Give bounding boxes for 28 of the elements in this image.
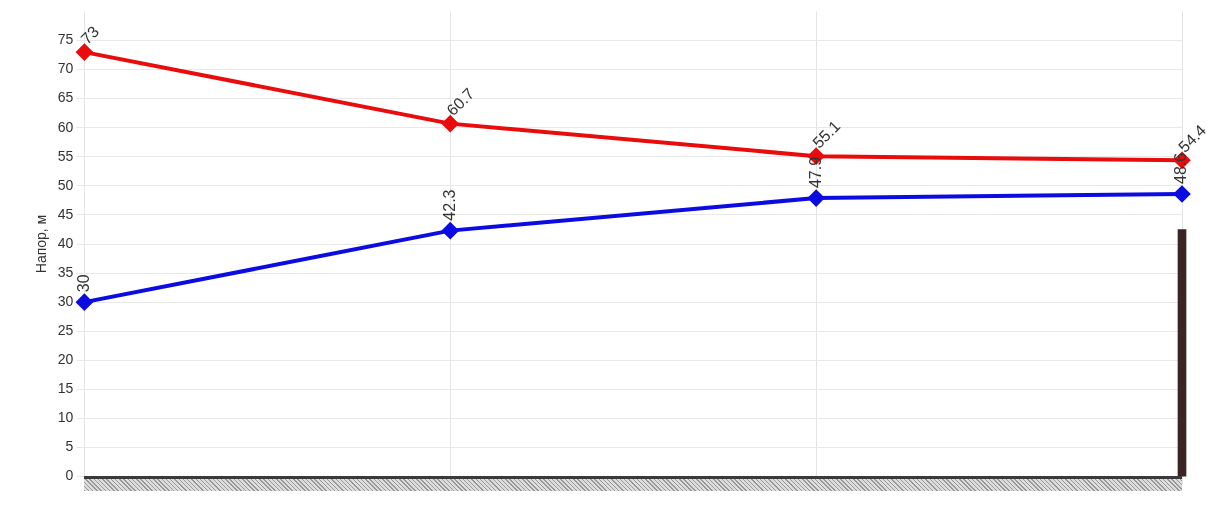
y-tick-label: 0 (65, 467, 74, 484)
y-tick-label: 15 (57, 380, 74, 397)
y-tick-label: 55 (57, 147, 74, 164)
data-label: 73 (77, 22, 103, 48)
data-label: 42.3 (440, 189, 458, 221)
y-tick-label: 25 (57, 322, 74, 339)
y-tick-label: 75 (57, 31, 74, 48)
data-label: 48.6 (1172, 152, 1190, 184)
point (808, 190, 825, 207)
y-tick-label: 20 (57, 351, 74, 368)
point (442, 222, 459, 239)
y-tick-label: 30 (57, 293, 74, 310)
point (442, 115, 459, 132)
y-tick-label: 60 (57, 118, 74, 135)
y-tick-label: 45 (57, 205, 74, 222)
y-tick-label: 50 (57, 176, 74, 193)
y-axis-title: Напор, м (33, 214, 50, 274)
point (76, 44, 93, 61)
y-tick-label: 65 (57, 89, 74, 106)
y-tick-label: 5 (65, 438, 74, 455)
y-tick-label: 40 (57, 234, 74, 251)
point (76, 294, 93, 311)
y-tick-label: 10 (57, 409, 74, 426)
y-tick-label: 35 (57, 263, 74, 280)
data-label: 55.1 (809, 117, 844, 152)
y-tick-label: 70 (57, 60, 74, 77)
point (1174, 185, 1190, 202)
data-label: 47.9 (806, 156, 824, 189)
